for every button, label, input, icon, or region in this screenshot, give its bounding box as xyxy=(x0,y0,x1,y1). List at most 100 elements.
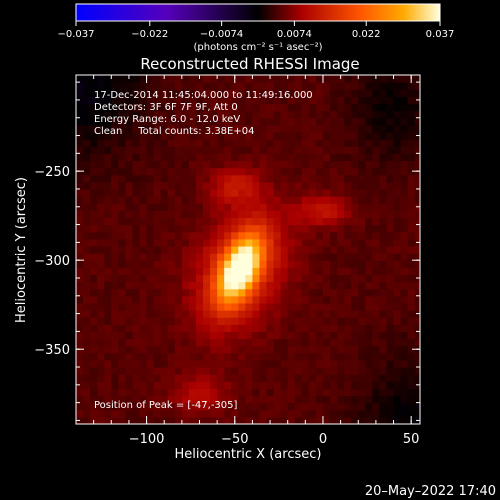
heatmap-cell xyxy=(125,260,134,268)
heatmap-cell xyxy=(203,381,211,389)
heatmap-cell xyxy=(358,295,366,304)
heatmap-cell xyxy=(125,124,134,133)
heatmap-cell xyxy=(372,317,381,325)
heatmap-cell xyxy=(174,302,183,311)
heatmap-cell xyxy=(365,409,373,418)
heatmap-cell xyxy=(407,267,416,276)
heatmap-cell xyxy=(125,89,134,97)
heatmap-cell xyxy=(181,416,190,424)
heatmap-cell xyxy=(224,188,232,197)
heatmap-cell xyxy=(308,96,317,105)
heatmap-cell xyxy=(308,260,317,268)
heatmap-cell xyxy=(210,89,218,97)
heatmap-cell xyxy=(125,253,134,261)
heatmap-cell xyxy=(287,267,296,276)
heatmap-cell xyxy=(365,338,373,347)
heatmap-cell xyxy=(372,117,381,126)
heatmap-cell xyxy=(83,395,91,404)
colorbar-tick-labels: −0.037 −0.022 −0.0074 0.0074 0.022 0.037 xyxy=(57,29,454,40)
heatmap-cell xyxy=(280,402,289,411)
heatmap-cell xyxy=(83,224,91,233)
heatmap-cell xyxy=(210,231,218,240)
heatmap-cell xyxy=(167,302,176,311)
heatmap-cell xyxy=(118,352,126,361)
heatmap-cell xyxy=(174,139,183,147)
heatmap-cell xyxy=(273,96,282,105)
heatmap-cell xyxy=(83,374,91,382)
heatmap-cell xyxy=(174,181,183,190)
heatmap-cell xyxy=(400,224,409,233)
colorbar xyxy=(75,3,441,22)
heatmap-cell xyxy=(330,416,338,424)
heatmap-cell xyxy=(372,274,381,283)
heatmap-cell xyxy=(308,231,317,240)
heatmap-cell xyxy=(252,146,261,154)
heatmap-cell xyxy=(90,117,98,126)
heatmap-cell xyxy=(330,89,338,97)
heatmap-cell xyxy=(344,359,352,368)
x-tick-labels: −100 −50 0 50 xyxy=(129,432,420,447)
heatmap-cell xyxy=(217,124,225,133)
heatmap-cell xyxy=(83,174,91,183)
heatmap-cell xyxy=(195,196,204,204)
heatmap-cell xyxy=(231,196,239,204)
heatmap-cell xyxy=(280,260,289,268)
heatmap-cell xyxy=(203,174,211,183)
heatmap-cell xyxy=(146,331,155,340)
heatmap-cell xyxy=(280,416,289,424)
heatmap-cell xyxy=(344,139,352,147)
heatmap-cell xyxy=(245,331,254,340)
heatmap-cell xyxy=(386,274,395,283)
heatmap-cell xyxy=(365,374,373,382)
heatmap-cell xyxy=(414,388,420,397)
heatmap-cell xyxy=(301,153,310,162)
heatmap-cell xyxy=(337,388,345,397)
heatmap-cell xyxy=(167,324,176,333)
heatmap-cell xyxy=(90,324,98,333)
heatmap-cell xyxy=(167,416,176,424)
heatmap-cell xyxy=(125,295,134,304)
heatmap-cell xyxy=(167,352,176,361)
heatmap-cell xyxy=(308,224,317,233)
heatmap-cell xyxy=(90,409,98,418)
heatmap-cell xyxy=(125,324,134,333)
heatmap-cell xyxy=(287,146,296,154)
heatmap-cell xyxy=(273,324,282,333)
heatmap-cell xyxy=(337,238,345,247)
heatmap-cell xyxy=(294,395,303,404)
heatmap-cell xyxy=(315,188,324,197)
heatmap-cell xyxy=(266,117,275,126)
heatmap-cell xyxy=(400,124,409,133)
heatmap-cell xyxy=(287,260,296,268)
heatmap-cell xyxy=(386,295,395,304)
heatmap-cell xyxy=(315,146,324,154)
heatmap-cell xyxy=(280,117,289,126)
heatmap-cell xyxy=(400,388,409,397)
heatmap-cell xyxy=(259,367,268,375)
heatmap-cell xyxy=(76,302,84,311)
heatmap-cell xyxy=(139,103,148,112)
heatmap-cell xyxy=(231,267,239,276)
heatmap-cell xyxy=(301,359,310,368)
heatmap-cell xyxy=(210,352,218,361)
heatmap-cell xyxy=(266,174,275,183)
heatmap-cell xyxy=(266,267,275,276)
heatmap-cell xyxy=(358,131,366,140)
heatmap-cell xyxy=(146,302,155,311)
heatmap-cell xyxy=(139,352,148,361)
heatmap-cell xyxy=(337,117,345,126)
heatmap-cell xyxy=(83,196,91,204)
heatmap-cell xyxy=(294,238,303,247)
heatmap-cell xyxy=(90,203,98,211)
heatmap-cell xyxy=(322,224,331,233)
heatmap-cell xyxy=(330,409,338,418)
heatmap-cell xyxy=(273,131,282,140)
heatmap-cell xyxy=(301,331,310,340)
heatmap-cell xyxy=(160,345,169,354)
heatmap-cell xyxy=(414,224,420,233)
heatmap-cell xyxy=(132,103,141,112)
heatmap-cell xyxy=(287,374,296,382)
plot-frame xyxy=(75,74,421,425)
heatmap-cell xyxy=(414,139,420,147)
heatmap-cell xyxy=(280,274,289,283)
